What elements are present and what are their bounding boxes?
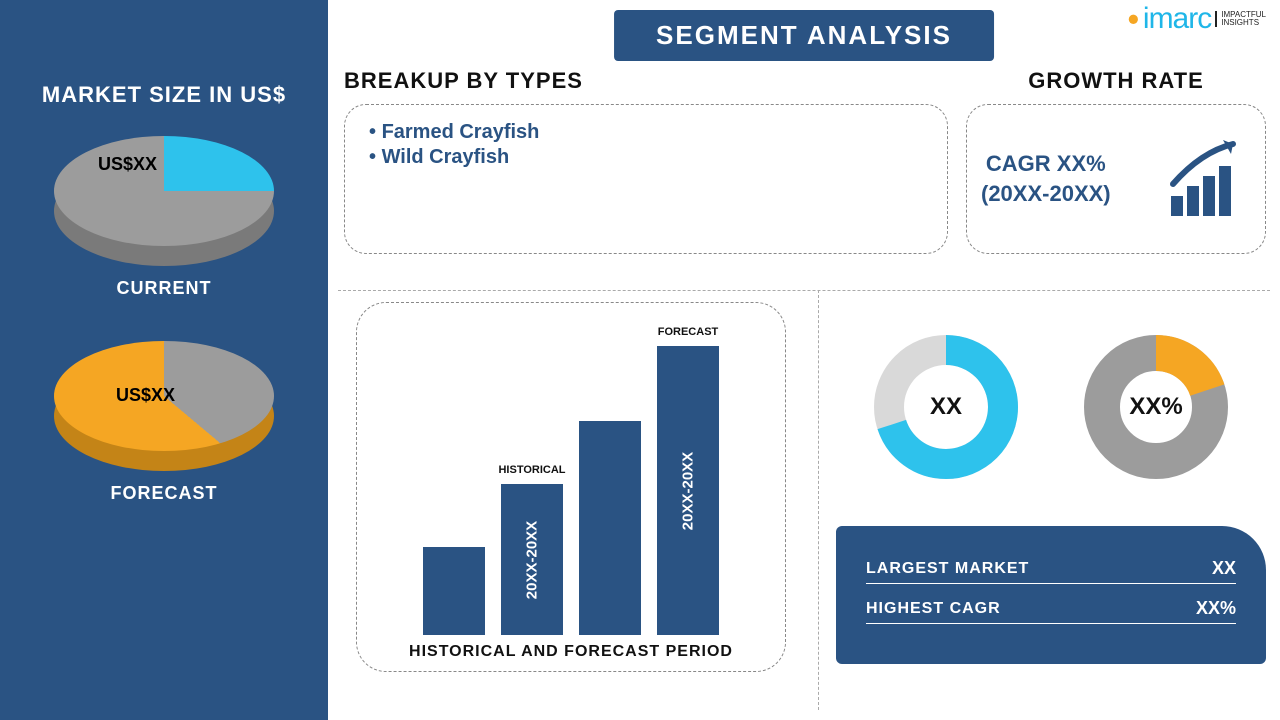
pie-current-top <box>54 136 274 246</box>
bar-2-inside-label: 20XX-20XX <box>524 520 541 598</box>
historical-forecast-chart: HISTORICAL 20XX-20XX FORECAST 20XX-20XX <box>377 321 765 635</box>
col-divider <box>818 290 819 710</box>
info-row-largest-market: LARGEST MARKET XX <box>866 558 1236 579</box>
types-column: BREAKUP BY TYPES Farmed Crayfish Wild Cr… <box>344 68 948 254</box>
types-list: Farmed Crayfish Wild Crayfish <box>369 121 923 169</box>
bar-4: FORECAST 20XX-20XX <box>657 346 719 635</box>
growth-text: CAGR XX% (20XX-20XX) <box>981 149 1111 208</box>
logo: • imarc IMPACTFUL INSIGHTS <box>1128 2 1266 36</box>
types-box: Farmed Crayfish Wild Crayfish <box>344 104 948 254</box>
historical-forecast-box: HISTORICAL 20XX-20XX FORECAST 20XX-20XX … <box>356 302 786 672</box>
pie-forecast: US$XX <box>54 341 274 471</box>
pie-current-wrap: US$XX CURRENT <box>44 136 284 299</box>
pie-forecast-value: US$XX <box>116 385 175 406</box>
info-value: XX <box>1212 558 1236 579</box>
growth-period: (20XX-20XX) <box>981 181 1111 206</box>
info-value: XX% <box>1196 598 1236 619</box>
pie-forecast-label: FORECAST <box>44 483 284 504</box>
list-item: Farmed Crayfish <box>369 121 923 144</box>
left-panel: MARKET SIZE IN US$ US$XX CURRENT US$XX F… <box>0 0 328 720</box>
logo-tagline: IMPACTFUL INSIGHTS <box>1215 11 1266 27</box>
info-label: HIGHEST CAGR <box>866 600 1001 618</box>
upper-row: BREAKUP BY TYPES Farmed Crayfish Wild Cr… <box>344 68 1266 254</box>
pie-current: US$XX <box>54 136 274 266</box>
bar-3 <box>579 421 641 635</box>
bar-1 <box>423 547 485 635</box>
list-item: Wild Crayfish <box>369 146 923 169</box>
pie-current-label: CURRENT <box>44 278 284 299</box>
bar-4-inside-label: 20XX-20XX <box>680 451 697 529</box>
donut-1-label: XX <box>930 393 962 421</box>
right-panel: • imarc IMPACTFUL INSIGHTS SEGMENT ANALY… <box>328 0 1280 720</box>
donut-1: XX <box>871 332 1021 482</box>
logo-brand: imarc <box>1143 2 1211 36</box>
segment-analysis-title: SEGMENT ANALYSIS <box>614 10 994 61</box>
growth-column: GROWTH RATE CAGR XX% (20XX-20XX) <box>966 68 1266 254</box>
logo-tagline-2: INSIGHTS <box>1221 18 1259 27</box>
growth-title: GROWTH RATE <box>966 68 1266 94</box>
historical-forecast-panel: HISTORICAL 20XX-20XX FORECAST 20XX-20XX … <box>356 302 786 672</box>
growth-arrow-icon <box>1161 134 1251 224</box>
bar-2-top-label: HISTORICAL <box>498 464 565 476</box>
growth-cagr: CAGR XX% <box>986 151 1106 176</box>
donut-row: XX XX% <box>836 302 1266 482</box>
info-divider <box>866 623 1236 624</box>
info-label: LARGEST MARKET <box>866 560 1029 578</box>
historical-forecast-caption: HISTORICAL AND FORECAST PERIOD <box>377 635 765 661</box>
info-card: LARGEST MARKET XX HIGHEST CAGR XX% <box>836 526 1266 664</box>
donut-2-label: XX% <box>1129 393 1182 421</box>
pie-current-value: US$XX <box>98 154 157 175</box>
row-divider <box>338 290 1270 291</box>
pie-forecast-wrap: US$XX FORECAST <box>44 341 284 504</box>
types-title: BREAKUP BY TYPES <box>344 68 948 94</box>
bar-4-top-label: FORECAST <box>658 326 719 338</box>
info-row-highest-cagr: HIGHEST CAGR XX% <box>866 598 1236 619</box>
info-divider <box>866 583 1236 584</box>
page: MARKET SIZE IN US$ US$XX CURRENT US$XX F… <box>0 0 1280 720</box>
market-size-title: MARKET SIZE IN US$ <box>42 82 286 108</box>
donut-2: XX% <box>1081 332 1231 482</box>
right-lower: XX XX% LARGEST MARKET XX HIGHEST C <box>836 302 1266 710</box>
growth-box: CAGR XX% (20XX-20XX) <box>966 104 1266 254</box>
bar-2: HISTORICAL 20XX-20XX <box>501 484 563 635</box>
